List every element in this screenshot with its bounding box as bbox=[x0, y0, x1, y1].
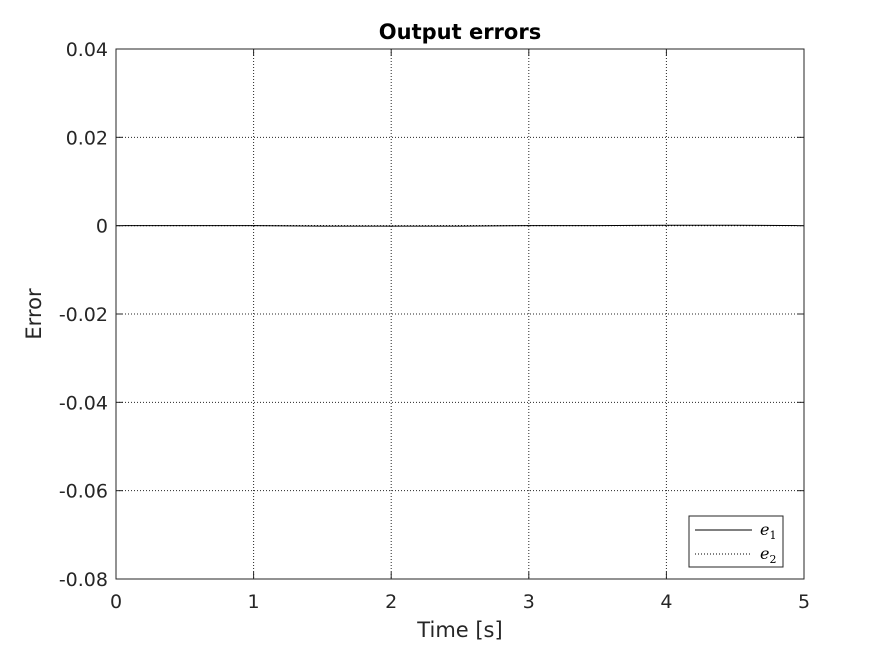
y-tick-label: -0.08 bbox=[59, 569, 108, 591]
y-tick-label: 0.02 bbox=[66, 127, 108, 149]
x-tick-label: 4 bbox=[660, 591, 672, 613]
x-tick-label: 1 bbox=[248, 591, 260, 613]
y-tick-label: -0.04 bbox=[59, 392, 108, 414]
y-axis-label: Error bbox=[22, 288, 46, 340]
chart-title: Output errors bbox=[379, 20, 541, 44]
y-tick-label: -0.02 bbox=[59, 304, 108, 326]
axis-ticks: 0 1 2 3 4 5 0.04 0.02 0 -0.02 -0.04 -0.06 -0.08 bbox=[59, 39, 810, 613]
x-tick-label: 5 bbox=[798, 591, 810, 613]
legend-box bbox=[688, 515, 784, 568]
x-tick-label: 0 bbox=[110, 591, 122, 613]
y-tick-label: 0.04 bbox=[66, 39, 108, 61]
x-tick-label: 3 bbox=[523, 591, 535, 613]
x-axis-label: Time [s] bbox=[416, 618, 502, 642]
plot-lines bbox=[116, 224, 805, 227]
x-tick-label: 2 bbox=[385, 591, 397, 613]
y-tick-label: -0.06 bbox=[59, 481, 108, 503]
y-tick-label: 0 bbox=[96, 216, 108, 238]
